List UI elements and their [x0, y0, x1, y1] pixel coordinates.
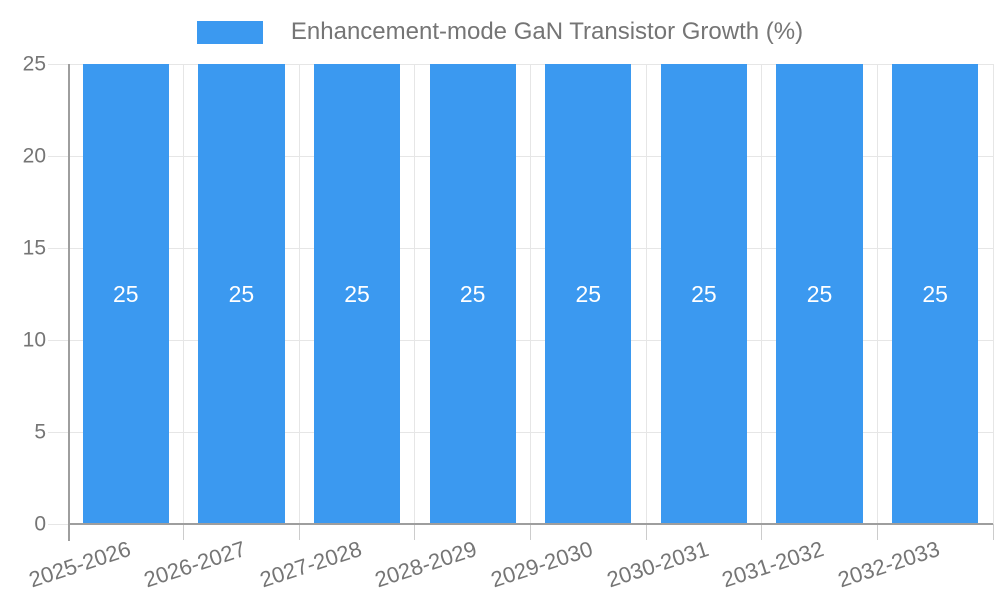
chart-legend[interactable]: Enhancement-mode GaN Transistor Growth (… — [0, 18, 1000, 45]
bar-slot: 25 — [762, 64, 878, 524]
x-tick-label: 2026-2027 — [141, 536, 249, 593]
bar-slot: 25 — [184, 64, 300, 524]
y-tick-label: 10 — [22, 328, 46, 352]
x-tick-label: 2030-2031 — [603, 536, 712, 593]
y-axis-line — [68, 64, 70, 541]
bar-value-label: 25 — [344, 280, 370, 307]
x-tick-mark — [183, 524, 185, 540]
x-tick-mark — [645, 524, 647, 540]
bar-value-label: 25 — [459, 280, 486, 307]
y-tick-label: 0 — [34, 512, 46, 536]
y-tick-mark — [48, 63, 68, 65]
y-tick-label: 25 — [22, 52, 46, 76]
v-gridline — [298, 64, 300, 524]
legend-swatch — [196, 20, 263, 44]
bar-value-label: 25 — [922, 280, 948, 307]
bar-slot: 25 — [531, 64, 647, 524]
x-tick-mark — [298, 524, 300, 540]
x-tick-label: 2032-2033 — [834, 536, 943, 593]
bar-slot: 25 — [877, 64, 993, 524]
bar-slot: 25 — [68, 64, 184, 524]
v-gridline — [876, 64, 878, 524]
y-tick-mark — [48, 155, 68, 157]
bar[interactable]: 25 — [545, 64, 632, 524]
plot-area: 25 25 25 25 25 25 25 25 — [48, 63, 994, 541]
bar[interactable]: 25 — [429, 64, 516, 524]
x-tick-mark — [414, 524, 416, 540]
y-tick-mark — [48, 339, 68, 341]
x-tick-label: 2027-2028 — [256, 536, 365, 593]
bar-value-label: 25 — [575, 280, 602, 307]
v-gridline — [645, 64, 647, 524]
x-tick-label: 2028-2029 — [372, 536, 481, 593]
y-tick-label: 5 — [34, 420, 46, 444]
x-tick-mark — [761, 524, 763, 540]
v-gridline — [183, 64, 185, 524]
y-axis-labels: 0 5 10 15 20 25 — [0, 54, 46, 535]
x-axis-labels: 2025-2026 2026-2027 2027-2028 2028-2029 2029… — [25, 524, 993, 600]
bar-value-label: 25 — [806, 280, 833, 307]
bar[interactable]: 25 — [82, 64, 169, 524]
y-tick-mark — [48, 523, 68, 525]
bar-slot: 25 — [415, 64, 531, 524]
bar[interactable]: 25 — [776, 64, 863, 524]
x-tick-label: 2025-2026 — [25, 536, 134, 593]
x-tick-label: 2029-2030 — [487, 536, 596, 593]
bar-slot: 25 — [646, 64, 762, 524]
y-tick-label: 15 — [22, 236, 46, 260]
v-gridline — [992, 64, 994, 524]
bars-container: 25 25 25 25 25 25 25 25 — [68, 64, 993, 524]
bar-value-label: 25 — [228, 280, 255, 307]
x-axis-line — [68, 523, 993, 525]
v-gridline — [414, 64, 416, 524]
x-tick-mark — [992, 524, 994, 540]
x-tick-label: 2031-2032 — [719, 536, 827, 593]
x-tick-mark — [530, 524, 531, 540]
y-tick-label: 20 — [22, 144, 46, 168]
bar-value-label: 25 — [691, 280, 717, 307]
bar[interactable]: 25 — [198, 64, 285, 524]
v-gridline — [530, 64, 531, 524]
bar[interactable]: 25 — [660, 64, 747, 524]
x-tick-mark — [876, 524, 878, 540]
bar[interactable]: 25 — [892, 64, 979, 524]
y-tick-mark — [48, 247, 68, 249]
y-tick-mark — [48, 431, 68, 433]
bar[interactable]: 25 — [313, 64, 401, 524]
bar-slot: 25 — [299, 64, 415, 524]
legend-label: Enhancement-mode GaN Transistor Growth (… — [290, 18, 804, 45]
v-gridline — [761, 64, 763, 524]
bar-value-label: 25 — [113, 280, 139, 307]
